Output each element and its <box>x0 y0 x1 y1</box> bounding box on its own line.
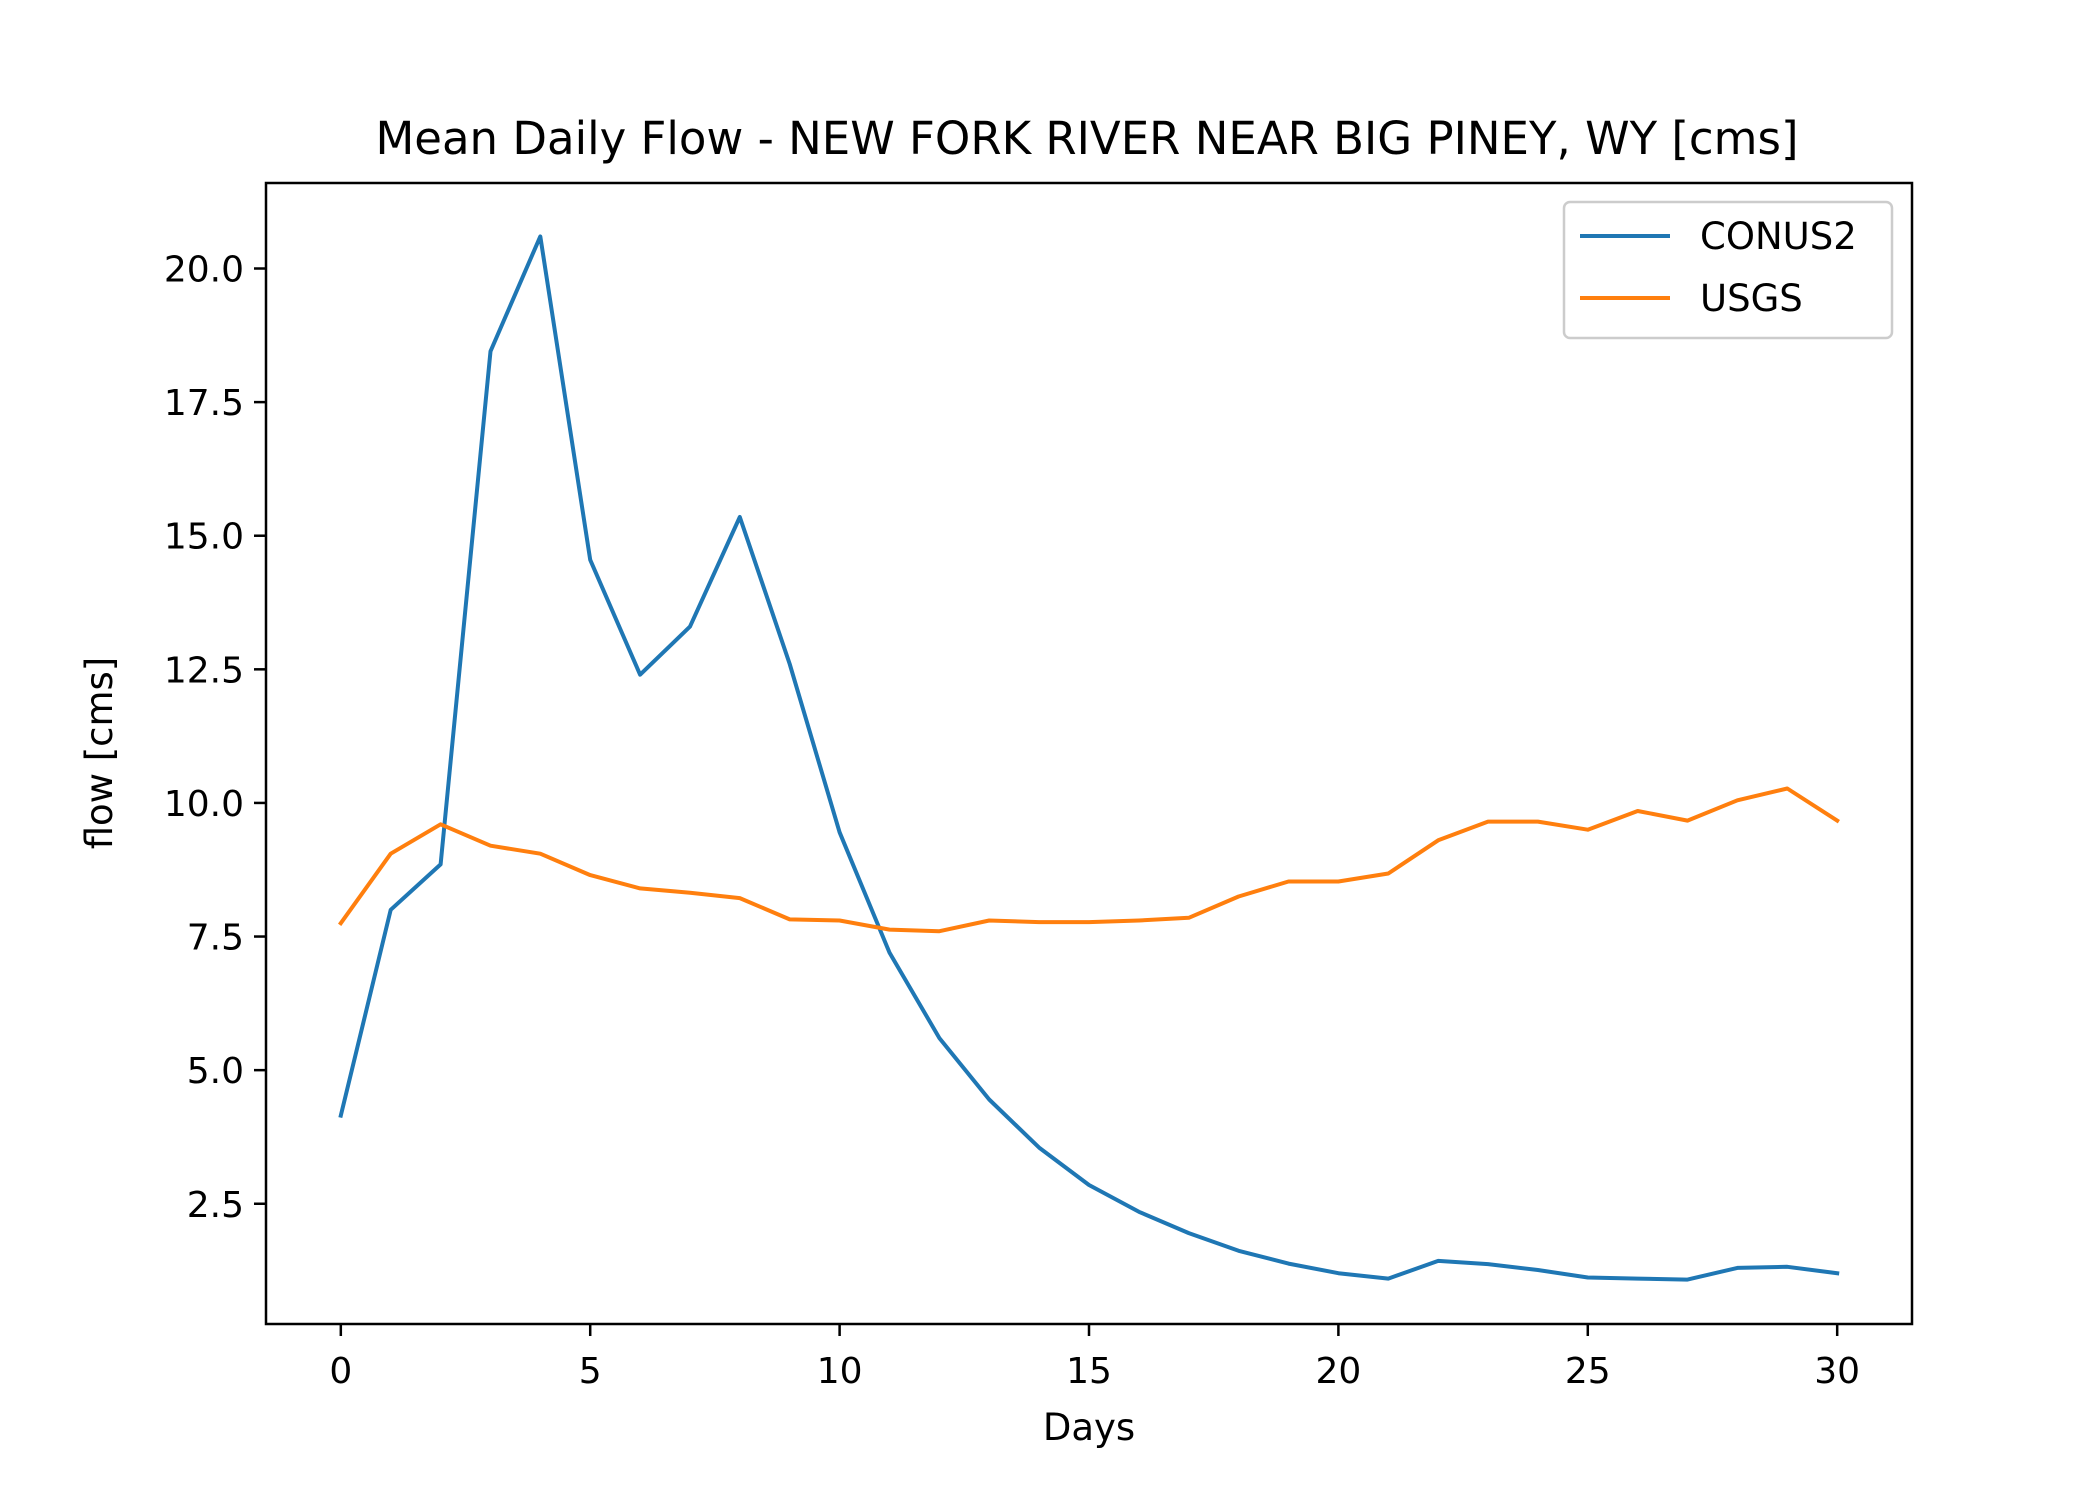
legend: CONUS2 USGS <box>1562 200 1894 340</box>
y-tick-label: 17.5 <box>164 383 244 424</box>
y-tick-label: 5.0 <box>187 1051 244 1092</box>
chart-title: Mean Daily Flow - NEW FORK RIVER NEAR BI… <box>375 112 1798 165</box>
x-tick-label: 20 <box>1315 1351 1361 1392</box>
series-line-conus2 <box>338 234 1840 1282</box>
legend-label-conus2: CONUS2 <box>1700 215 1857 258</box>
series-layer <box>338 234 1840 1282</box>
x-tick-label: 10 <box>817 1351 863 1392</box>
series-line-usgs <box>338 786 1840 934</box>
plot-frame <box>264 181 1914 1326</box>
y-tick-label: 2.5 <box>187 1185 244 1226</box>
y-tick-label: 15.0 <box>164 517 244 558</box>
x-axis: 0 5 10 15 20 25 30 <box>329 1324 1860 1392</box>
x-tick-label: 5 <box>579 1351 602 1392</box>
y-tick-label: 7.5 <box>187 918 244 959</box>
x-tick-label: 0 <box>329 1351 352 1392</box>
x-tick-label: 25 <box>1565 1351 1611 1392</box>
y-axis-label: flow [cms] <box>78 657 121 850</box>
legend-label-usgs: USGS <box>1700 277 1803 320</box>
y-tick-label: 20.0 <box>164 250 244 291</box>
x-tick-label: 15 <box>1066 1351 1112 1392</box>
x-axis-label: Days <box>1043 1406 1135 1449</box>
y-tick-label: 10.0 <box>164 784 244 825</box>
y-tick-label: 12.5 <box>164 650 244 691</box>
x-tick-label: 30 <box>1814 1351 1860 1392</box>
y-axis: 2.5 5.0 7.5 10.0 12.5 15.0 17.5 20.0 <box>164 250 266 1226</box>
